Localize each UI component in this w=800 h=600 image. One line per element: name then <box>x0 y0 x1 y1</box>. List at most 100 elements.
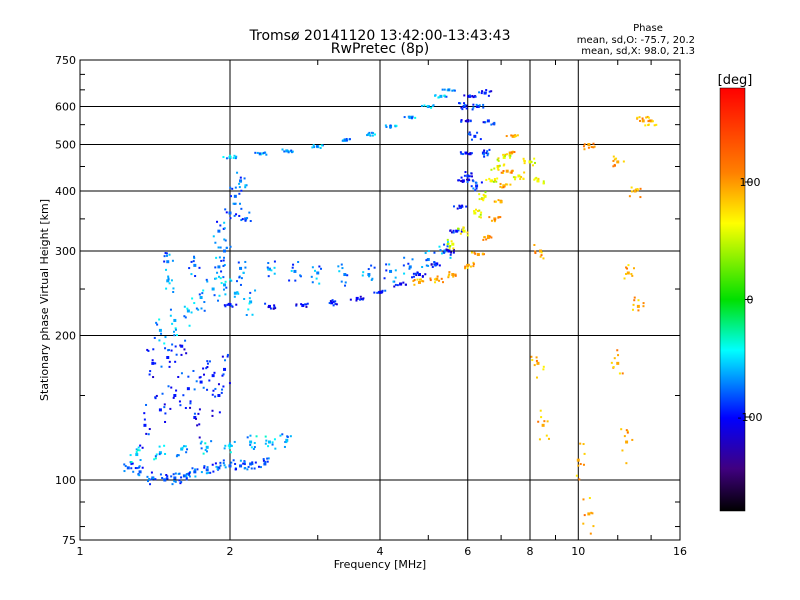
echo-point <box>537 180 540 183</box>
echo-point <box>460 176 463 179</box>
echo-point <box>642 302 645 305</box>
echo-point <box>466 234 469 237</box>
echo-point <box>625 462 628 465</box>
echo-point <box>466 180 469 183</box>
echo-point <box>132 470 135 473</box>
echo-point <box>159 473 162 476</box>
echo-point <box>446 243 449 246</box>
echo-point <box>180 344 184 348</box>
echo-point <box>637 299 640 302</box>
echo-point <box>427 264 430 267</box>
echo-point <box>222 385 225 388</box>
echo-point <box>501 186 504 189</box>
echo-point <box>435 277 439 281</box>
echo-point <box>228 464 232 468</box>
echo-point <box>445 95 448 98</box>
echo-point <box>470 175 473 178</box>
echo-point <box>138 470 142 474</box>
echo-point <box>489 180 492 183</box>
echo-trace <box>139 339 231 449</box>
echo-point <box>433 278 436 281</box>
echo-point <box>239 180 242 183</box>
echo-point <box>199 442 202 445</box>
echo-point <box>582 463 585 466</box>
echo-point <box>264 442 267 445</box>
echo-point <box>340 263 343 266</box>
echo-point <box>463 104 466 107</box>
echo-point <box>238 276 241 279</box>
echo-point <box>273 260 276 263</box>
echo-point <box>171 259 174 262</box>
echo-point <box>137 446 140 449</box>
echo-point <box>464 151 468 155</box>
echo-point <box>502 170 505 173</box>
y-tick-label: 500 <box>55 139 76 152</box>
echo-point <box>228 154 231 157</box>
echo-point <box>191 297 194 300</box>
echo-point <box>289 435 292 438</box>
echo-point <box>427 250 430 253</box>
y-tick-label: 75 <box>62 534 76 547</box>
echo-point <box>590 146 593 149</box>
echo-point <box>592 142 595 145</box>
echo-point <box>499 182 502 185</box>
echo-point <box>223 263 226 266</box>
plot-frame <box>79 59 681 541</box>
echo-point <box>223 249 227 253</box>
y-tick-label: 400 <box>55 185 76 198</box>
echo-point <box>193 257 196 260</box>
echo-point <box>174 327 177 330</box>
echo-point <box>203 301 206 304</box>
echo-point <box>264 151 267 154</box>
echo-point <box>151 361 155 365</box>
echo-point <box>218 256 221 259</box>
echo-point <box>208 379 211 382</box>
echo-point <box>257 465 260 468</box>
echo-point <box>229 278 232 281</box>
echo-point <box>345 138 348 141</box>
echo-point <box>384 124 387 127</box>
phase-legend-header: Phase <box>633 23 663 34</box>
echo-point <box>465 178 468 181</box>
echo-point <box>248 297 251 300</box>
echo-point <box>487 234 490 237</box>
echo-point <box>152 376 155 379</box>
echo-point <box>306 302 309 305</box>
echo-point <box>499 185 502 188</box>
echo-point <box>647 116 650 119</box>
echo-point <box>266 457 269 460</box>
echo-point <box>465 104 468 107</box>
echo-point <box>458 206 461 209</box>
echo-point <box>207 471 210 474</box>
echo-point <box>129 454 132 457</box>
echo-point <box>274 307 277 310</box>
echo-point <box>234 462 237 465</box>
echo-point <box>229 195 232 198</box>
phase-legend-o: mean, sd,O: -75.7, 20.2 <box>577 35 695 46</box>
echo-point <box>273 305 276 308</box>
echo-point <box>291 266 294 269</box>
echo-point <box>494 200 497 203</box>
echo-point <box>164 452 167 455</box>
echo-point <box>300 303 303 306</box>
echo-point <box>249 434 252 437</box>
echo-point <box>233 154 236 157</box>
echo-point <box>211 463 214 466</box>
echo-point <box>523 162 526 165</box>
chart-subtitle: RwPretec (8p) <box>331 41 429 57</box>
echo-point <box>196 468 199 471</box>
echo-point <box>229 245 232 248</box>
echo-point <box>284 440 287 443</box>
echo-point <box>186 387 190 391</box>
echo-trace <box>530 115 658 535</box>
echo-point <box>211 374 215 378</box>
echo-point <box>224 239 227 242</box>
echo-point <box>222 462 225 465</box>
echo-point <box>389 124 392 127</box>
echo-point <box>273 438 276 441</box>
echo-point <box>461 205 464 208</box>
echo-point <box>130 460 133 463</box>
echo-point <box>467 119 470 122</box>
echo-point <box>476 105 480 109</box>
